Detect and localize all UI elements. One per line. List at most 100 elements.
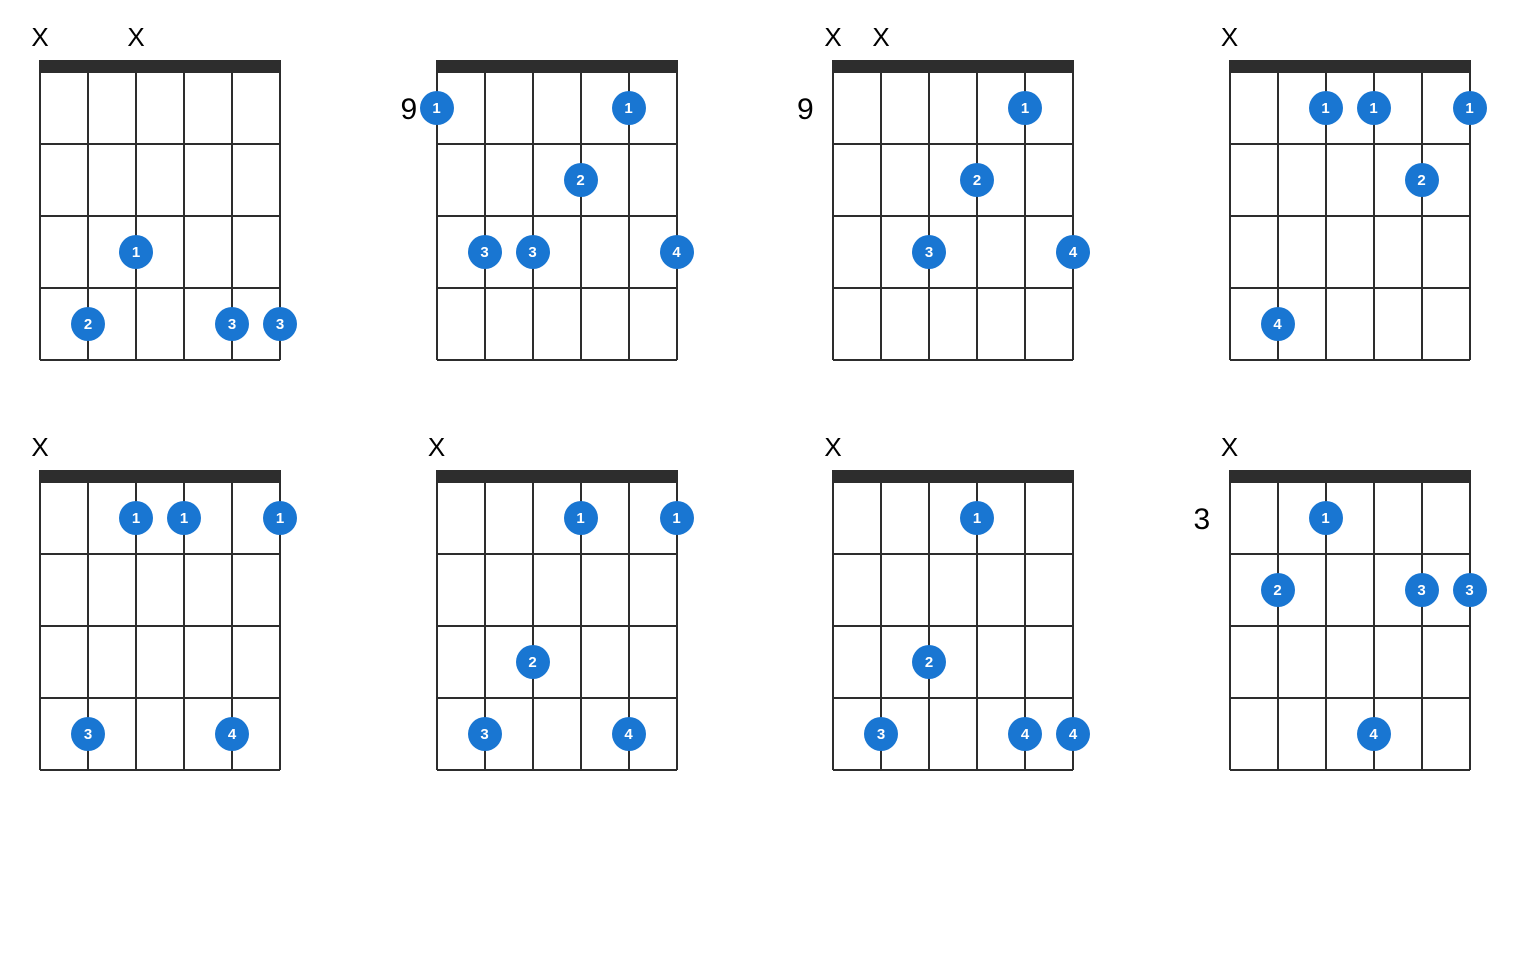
fret-line: [1230, 553, 1470, 555]
fret-line: [437, 287, 677, 289]
finger-dot: 4: [215, 717, 249, 751]
string-line: [532, 60, 534, 360]
fret-line: [40, 697, 280, 699]
finger-dot: 1: [1309, 91, 1343, 125]
string-line: [676, 60, 678, 360]
finger-dot: 1: [1309, 501, 1343, 535]
chord-diagram-3: X11124: [1230, 60, 1470, 360]
fret-line: [1230, 481, 1470, 483]
mute-marker: X: [31, 432, 48, 463]
string-line: [436, 470, 438, 770]
chord-diagram-4: X11134: [40, 470, 280, 770]
finger-dot: 3: [468, 235, 502, 269]
finger-dot: 2: [1261, 573, 1295, 607]
fret-line: [40, 143, 280, 145]
chord-diagram-5: X11234: [437, 470, 677, 770]
string-line: [1277, 470, 1279, 770]
fret-line: [1230, 215, 1470, 217]
finger-dot: 3: [912, 235, 946, 269]
finger-dot: 3: [1405, 573, 1439, 607]
string-line: [1229, 470, 1231, 770]
chord-diagram-6: X12344: [833, 470, 1073, 770]
fret-line: [1230, 697, 1470, 699]
fret-line: [437, 553, 677, 555]
finger-dot: 1: [1453, 91, 1487, 125]
fret-line: [40, 359, 280, 361]
finger-dot: 3: [71, 717, 105, 751]
string-line: [39, 470, 41, 770]
string-line: [39, 60, 41, 360]
chord-diagram-2: 9XX1234: [833, 60, 1073, 360]
string-line: [1469, 470, 1471, 770]
finger-dot: 2: [516, 645, 550, 679]
fret-line: [833, 359, 1073, 361]
fret-line: [437, 769, 677, 771]
finger-dot: 4: [1261, 307, 1295, 341]
fret-line: [437, 215, 677, 217]
fret-line: [1230, 287, 1470, 289]
fret-line: [1230, 71, 1470, 73]
finger-dot: 3: [1453, 573, 1487, 607]
fret-line: [437, 697, 677, 699]
fret-line: [833, 287, 1073, 289]
string-line: [484, 60, 486, 360]
mute-marker: X: [824, 432, 841, 463]
fret-line: [437, 359, 677, 361]
finger-dot: 4: [1056, 235, 1090, 269]
string-line: [880, 60, 882, 360]
fret-line: [437, 71, 677, 73]
finger-dot: 1: [1357, 91, 1391, 125]
fretboard: [1230, 482, 1470, 770]
fret-line: [1230, 359, 1470, 361]
finger-dot: 2: [960, 163, 994, 197]
string-line: [832, 60, 834, 360]
fret-line: [833, 215, 1073, 217]
fret-line: [1230, 769, 1470, 771]
fret-line: [833, 769, 1073, 771]
chord-grid: XX123391123349XX1234X11124X11134X11234X1…: [40, 60, 1496, 770]
finger-dot: 1: [960, 501, 994, 535]
mute-marker: X: [31, 22, 48, 53]
fret-line: [40, 287, 280, 289]
finger-dot: 3: [263, 307, 297, 341]
fret-line: [437, 625, 677, 627]
finger-dot: 4: [612, 717, 646, 751]
fret-line: [833, 553, 1073, 555]
finger-dot: 3: [516, 235, 550, 269]
string-line: [135, 60, 137, 360]
string-line: [1421, 60, 1423, 360]
mute-marker: X: [428, 432, 445, 463]
finger-dot: 2: [564, 163, 598, 197]
finger-dot: 3: [215, 307, 249, 341]
fret-line: [437, 481, 677, 483]
mute-marker: X: [872, 22, 889, 53]
string-line: [1421, 470, 1423, 770]
finger-dot: 1: [420, 91, 454, 125]
string-line: [928, 470, 930, 770]
fret-position-label: 3: [1194, 503, 1211, 537]
fret-line: [437, 143, 677, 145]
mute-marker: X: [1221, 432, 1238, 463]
fret-line: [40, 215, 280, 217]
fret-line: [40, 769, 280, 771]
finger-dot: 4: [1056, 717, 1090, 751]
mute-marker: X: [1221, 22, 1238, 53]
fret-line: [1230, 625, 1470, 627]
fret-line: [40, 625, 280, 627]
string-line: [1072, 60, 1074, 360]
finger-dot: 2: [1405, 163, 1439, 197]
finger-dot: 4: [1357, 717, 1391, 751]
fret-line: [40, 553, 280, 555]
finger-dot: 3: [864, 717, 898, 751]
string-line: [976, 60, 978, 360]
finger-dot: 4: [1008, 717, 1042, 751]
fret-line: [833, 71, 1073, 73]
finger-dot: 1: [660, 501, 694, 535]
finger-dot: 4: [660, 235, 694, 269]
string-line: [832, 470, 834, 770]
fret-line: [833, 481, 1073, 483]
fret-line: [833, 143, 1073, 145]
string-line: [183, 60, 185, 360]
finger-dot: 1: [167, 501, 201, 535]
finger-dot: 3: [468, 717, 502, 751]
